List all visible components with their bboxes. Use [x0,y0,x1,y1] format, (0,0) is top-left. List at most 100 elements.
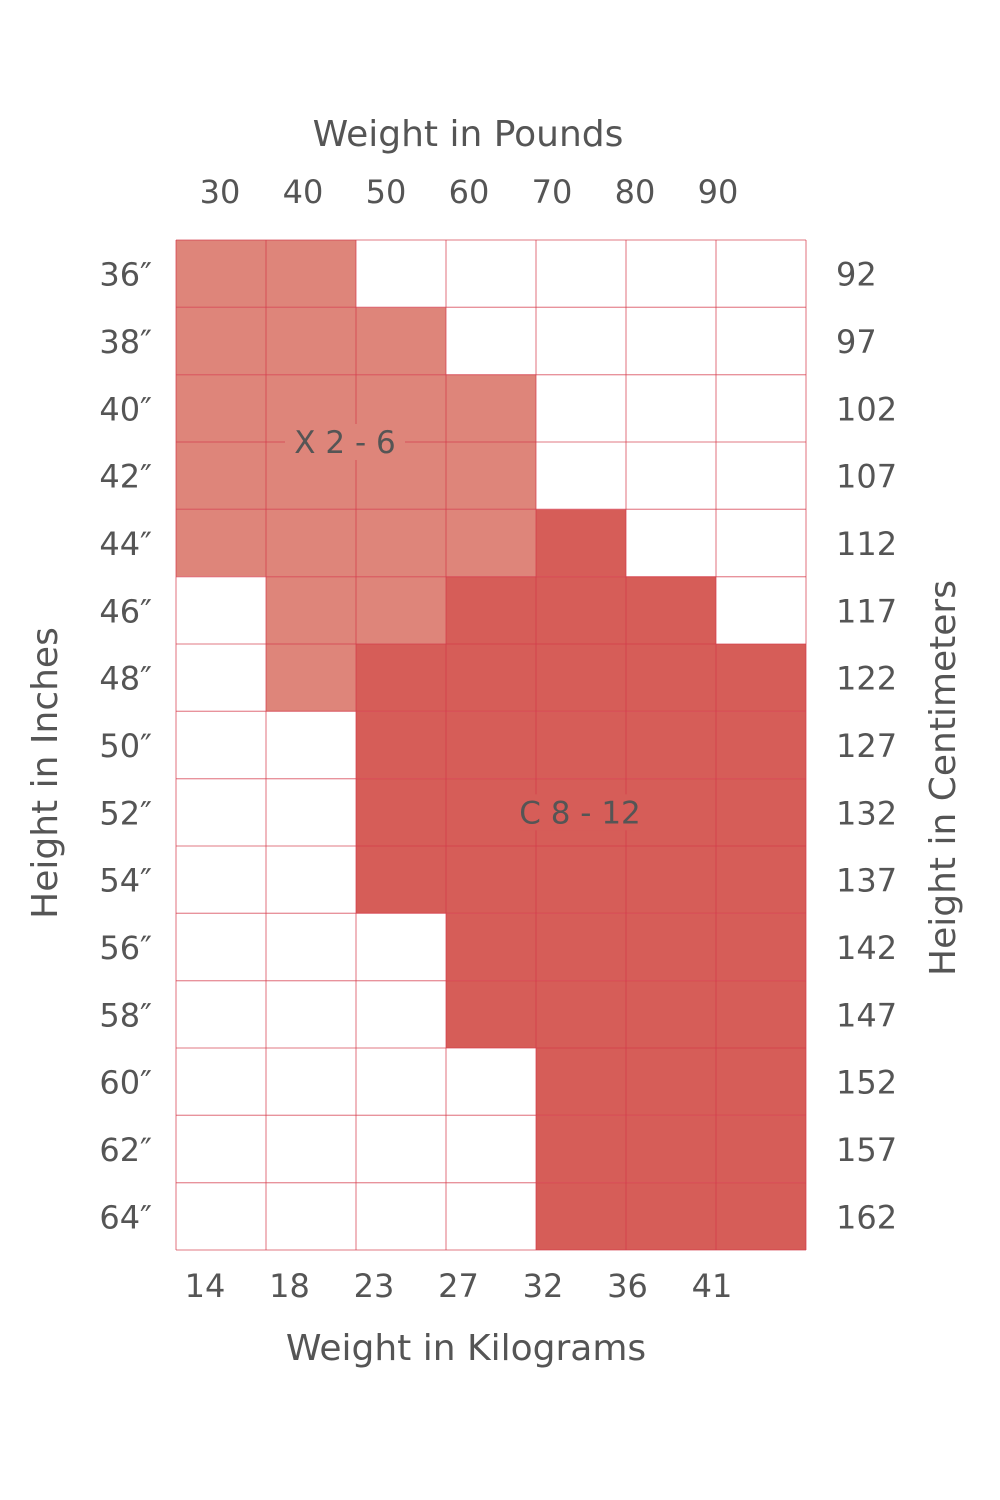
cell-C [716,1048,806,1116]
cell-X [266,509,356,577]
cell-X [176,240,266,308]
cell-empty [536,442,626,510]
top-tick-label: 50 [366,173,407,211]
labels: X 2 - 6 C 8 - 12 30 40 50 60 70 80 90 14 18 23 27 32 3… [25,114,964,1369]
cell-empty [176,711,266,779]
cell-C [356,644,446,712]
cell-empty [446,240,536,308]
cell-C [536,509,626,577]
left-axis-title: Height in Inches [25,627,66,919]
cell-X [446,509,536,577]
cell-C [626,1115,716,1183]
cell-C [626,711,716,779]
right-tick-label: 142 [836,929,897,967]
cell-X [266,240,356,308]
top-tick-label: 90 [698,173,739,211]
cell-empty [176,1115,266,1183]
right-axis-title: Height in Centimeters [923,580,964,976]
right-tick-label: 137 [836,862,897,900]
cell-C [626,980,716,1048]
cell-C [446,980,536,1048]
cell-C [536,980,626,1048]
left-tick-label: 42″ [99,458,152,496]
cell-empty [536,374,626,442]
cell-C [716,778,806,846]
right-tick-label: 132 [836,794,897,832]
left-tick-label: 38″ [99,323,152,361]
cell-empty [716,576,806,644]
cell-empty [536,307,626,375]
cell-X [446,442,536,510]
cell-C [446,711,536,779]
cell-empty [536,240,626,308]
left-tick-label: 48″ [99,660,152,698]
bottom-tick-label: 18 [269,1267,310,1305]
cell-C [446,913,536,981]
left-tick-label: 64″ [99,1198,152,1236]
cell-C [536,846,626,914]
right-tick-label: 107 [836,458,897,496]
cell-C [446,644,536,712]
left-tick-label: 50″ [99,727,152,765]
cell-X [356,509,446,577]
left-tick-label: 40″ [99,390,152,428]
cell-C [626,1048,716,1116]
cell-empty [446,1048,536,1116]
bottom-tick-label: 32 [523,1267,564,1305]
bottom-tick-label: 36 [607,1267,648,1305]
region-label-bg [285,424,405,460]
cell-C [716,846,806,914]
right-tick-label: 117 [836,592,897,630]
cell-empty [176,846,266,914]
right-tick-label: 102 [836,390,897,428]
cell-empty [176,576,266,644]
cell-C [626,846,716,914]
cell-empty [356,1115,446,1183]
region-label: X 2 - 6 [294,425,395,461]
cell-C [716,913,806,981]
cell-empty [446,1182,536,1250]
bottom-tick-label: 27 [438,1267,479,1305]
top-tick-label: 30 [200,173,241,211]
cell-C [536,913,626,981]
cell-X [176,307,266,375]
cell-C [716,711,806,779]
right-tick-label: 157 [836,1131,897,1169]
left-tick-label: 36″ [99,256,152,294]
cell-C [626,913,716,981]
cell-empty [266,1048,356,1116]
cell-X [176,374,266,442]
cell-empty [176,1182,266,1250]
left-tick-label: 44″ [99,525,152,563]
cell-empty [176,980,266,1048]
cell-X [356,576,446,644]
cell-empty [446,307,536,375]
cells [176,240,806,1250]
cell-C [536,576,626,644]
right-tick-label: 147 [836,996,897,1034]
cell-empty [176,1048,266,1116]
right-tick-label: 127 [836,727,897,765]
cell-X [176,509,266,577]
cell-C [716,1182,806,1250]
cell-X [266,644,356,712]
cell-C [446,576,536,644]
top-tick-label: 80 [615,173,656,211]
cell-empty [356,240,446,308]
cell-empty [356,980,446,1048]
cell-empty [626,307,716,375]
right-tick-label: 97 [836,323,877,361]
cell-empty [626,240,716,308]
cell-C [626,644,716,712]
left-tick-label: 58″ [99,996,152,1034]
left-tick-label: 56″ [99,929,152,967]
cell-C [626,1182,716,1250]
cell-C [536,644,626,712]
cell-empty [266,846,356,914]
cell-X [176,442,266,510]
top-tick-label: 70 [532,173,573,211]
cell-empty [266,913,356,981]
top-tick-label: 40 [283,173,324,211]
cell-empty [266,711,356,779]
